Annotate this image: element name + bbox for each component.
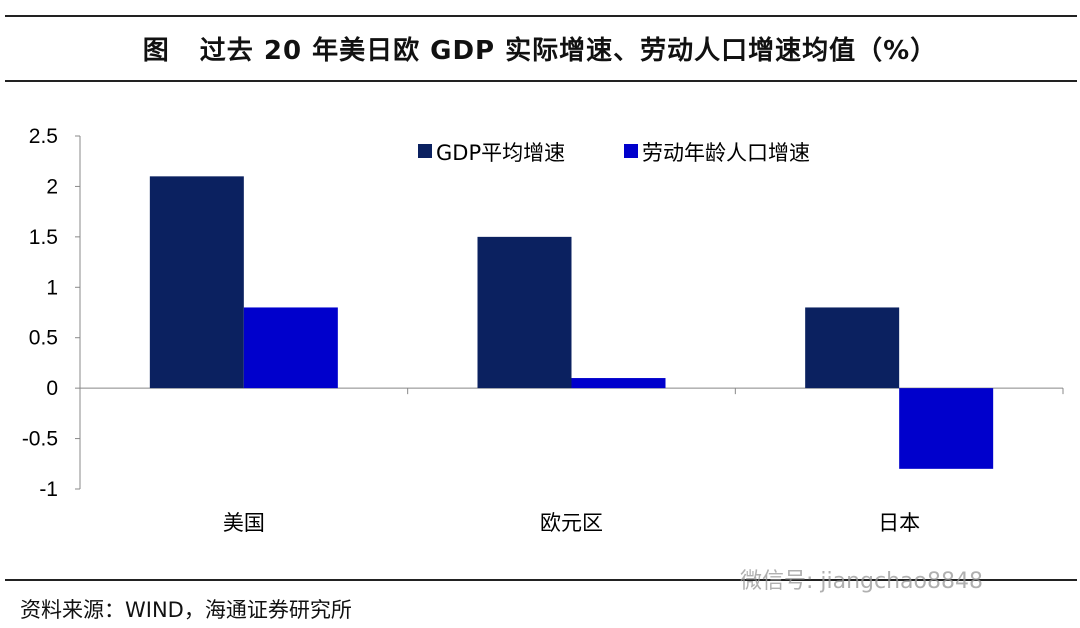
legend-label: GDP平均增速: [436, 141, 565, 165]
bar-gdp-2: [805, 307, 900, 389]
y-tick-label: -0.5: [22, 428, 58, 451]
y-tick-label: -1: [39, 478, 58, 501]
legend-swatch: [624, 144, 638, 158]
y-tick-label: 0.5: [29, 327, 58, 350]
watermark: 微信号: jiangchao8848: [740, 569, 983, 594]
title-text: 过去 20 年美日欧 GDP 实际增速、劳动人口增速均值（%）: [199, 36, 938, 66]
category-label: 美国: [223, 511, 265, 535]
top-rule: [5, 15, 1077, 17]
y-tick-label: 2.5: [29, 125, 58, 148]
figure-label: 图: [142, 36, 170, 66]
y-tick-label: 1: [46, 276, 58, 299]
bar-labor-0: [243, 307, 338, 389]
title-rule: [5, 80, 1077, 82]
y-tick-label: 0: [46, 377, 58, 400]
bar-gdp-1: [477, 236, 572, 389]
y-tick-label: 2: [46, 175, 58, 198]
category-label: 日本: [878, 511, 920, 535]
source-note: 资料来源：WIND，海通证券研究所: [20, 598, 352, 622]
bar-labor-1: [571, 378, 666, 389]
bar-labor-2: [899, 388, 994, 469]
legend-label: 劳动年龄人口增速: [642, 141, 810, 165]
bottom-rule: [5, 579, 1077, 581]
category-label: 欧元区: [540, 511, 603, 535]
bar-gdp-0: [149, 176, 244, 389]
legend-swatch: [418, 144, 432, 158]
chart-title: 图过去 20 年美日欧 GDP 实际增速、劳动人口增速均值（%）: [0, 30, 1080, 67]
y-tick-label: 1.5: [29, 226, 58, 249]
